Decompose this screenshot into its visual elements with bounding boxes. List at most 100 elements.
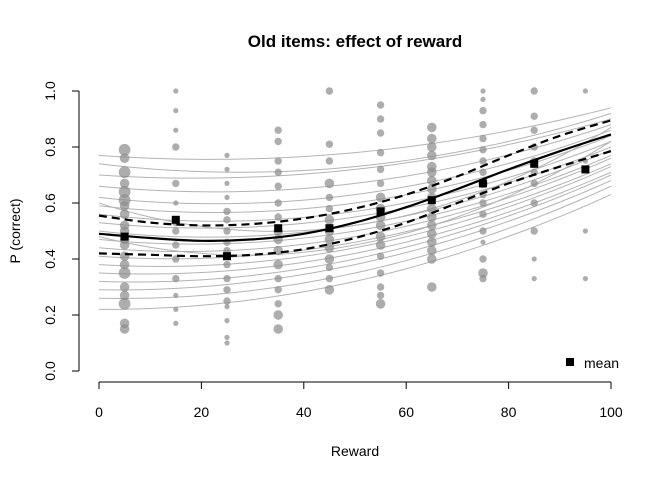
subject-curve xyxy=(98,146,612,229)
data-point xyxy=(376,148,385,157)
data-point xyxy=(376,283,385,291)
subject-curve xyxy=(98,171,612,275)
data-point xyxy=(530,179,538,188)
data-point xyxy=(273,310,284,320)
legend-mean-marker xyxy=(566,358,574,366)
subject-curve xyxy=(98,140,612,256)
data-point xyxy=(119,324,130,334)
data-point xyxy=(375,240,386,250)
y-tick-label: 0.0 xyxy=(42,361,58,381)
data-point xyxy=(480,88,486,94)
y-tick-label: 0.6 xyxy=(42,193,58,213)
data-point xyxy=(376,115,385,123)
mean-marker xyxy=(530,159,539,168)
x-tick-label: 20 xyxy=(194,404,210,420)
data-point xyxy=(223,260,231,269)
data-point xyxy=(173,200,179,206)
data-point xyxy=(375,299,386,309)
subject-curve xyxy=(98,112,612,173)
subject-curve xyxy=(98,118,612,179)
data-point xyxy=(479,255,487,263)
data-point xyxy=(274,168,282,176)
data-point xyxy=(118,166,131,179)
data-point xyxy=(427,167,437,177)
subject-curve xyxy=(98,129,612,205)
data-point xyxy=(427,282,437,292)
data-point xyxy=(376,252,385,260)
data-point xyxy=(376,101,385,109)
data-point xyxy=(479,134,487,143)
data-point xyxy=(375,192,386,203)
data-point xyxy=(173,88,179,94)
data-point xyxy=(119,209,130,219)
fit-line xyxy=(98,133,612,242)
subject-curve xyxy=(98,140,612,222)
legend: mean xyxy=(566,355,619,371)
mean-marker xyxy=(171,215,180,224)
data-point xyxy=(173,306,179,312)
data-point xyxy=(119,201,130,211)
data-point xyxy=(223,286,231,294)
data-point xyxy=(478,268,488,278)
data-point xyxy=(531,276,537,282)
data-point xyxy=(427,212,437,222)
subject-curve xyxy=(98,135,612,214)
mean-marker xyxy=(223,252,231,261)
data-point xyxy=(224,152,230,158)
data-point xyxy=(172,255,180,263)
fit-lines xyxy=(98,119,612,258)
data-point xyxy=(480,96,486,102)
data-point xyxy=(223,216,231,224)
data-point xyxy=(274,286,282,294)
data-point xyxy=(479,146,487,154)
subject-curve xyxy=(98,163,612,260)
data-point xyxy=(224,166,230,172)
data-point xyxy=(173,320,179,326)
x-tick-label: 80 xyxy=(501,404,517,420)
data-point xyxy=(224,334,230,340)
data-point xyxy=(324,254,335,264)
data-point xyxy=(224,340,230,346)
legend-mean-label: mean xyxy=(584,355,619,371)
data-point xyxy=(531,256,537,262)
mean-marker xyxy=(427,196,436,205)
data-point xyxy=(376,165,385,174)
data-point xyxy=(427,229,437,239)
data-point xyxy=(172,241,180,249)
data-point xyxy=(530,227,538,235)
data-point xyxy=(427,122,437,133)
mean-marker xyxy=(479,179,487,188)
data-point xyxy=(223,227,231,235)
y-tick-label: 0.4 xyxy=(42,249,58,269)
data-point xyxy=(325,140,334,148)
subject-curve xyxy=(98,126,612,232)
data-point xyxy=(119,153,130,163)
x-tick-label: 0 xyxy=(95,404,103,420)
chart-title: Old items: effect of reward xyxy=(248,32,462,51)
data-point xyxy=(274,157,282,165)
data-point xyxy=(172,227,180,235)
y-tick-label: 1.0 xyxy=(42,81,58,101)
data-point xyxy=(375,231,386,242)
data-point xyxy=(479,120,487,129)
data-point xyxy=(274,274,282,283)
data-point xyxy=(479,274,487,283)
x-tick-label: 100 xyxy=(599,404,623,420)
data-point xyxy=(479,199,487,207)
data-point xyxy=(324,285,335,295)
data-point xyxy=(427,175,437,186)
data-point xyxy=(224,304,230,310)
data-point xyxy=(118,267,131,279)
data-point xyxy=(479,157,487,165)
data-point xyxy=(118,297,131,310)
fit-upper-ci-line xyxy=(98,119,612,227)
mean-marker xyxy=(325,224,334,233)
mean-markers xyxy=(120,159,590,261)
data-point xyxy=(376,291,385,300)
data-point xyxy=(274,213,282,221)
data-point xyxy=(119,240,130,250)
data-point xyxy=(274,300,282,308)
data-point xyxy=(224,180,230,186)
data-point xyxy=(427,245,437,256)
data-point xyxy=(325,274,334,283)
